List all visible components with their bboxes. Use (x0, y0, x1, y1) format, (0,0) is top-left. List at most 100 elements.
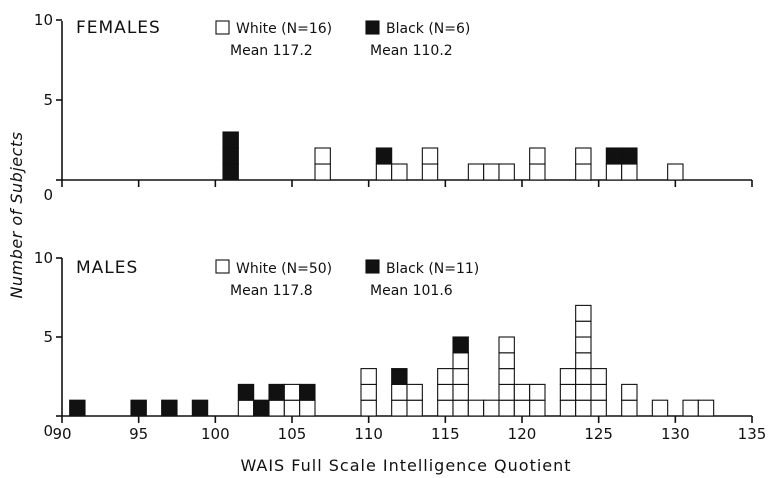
males-black-box (391, 368, 408, 385)
males-white-box (360, 368, 377, 385)
males-white-box (268, 399, 285, 417)
x-tick-label: 125 (584, 425, 613, 443)
males-black-box (452, 336, 469, 354)
females-legend: White (N=16) Mean 117.2 Black (N=6) Mean… (215, 20, 470, 59)
males-white-box (452, 368, 469, 385)
males-legend-black-label: Black (N=11) (386, 261, 479, 277)
males-white-box (283, 399, 301, 417)
females-white-box (529, 163, 546, 181)
panel-females: FEMALES White (N=16) Mean 117.2 Black (N… (34, 11, 753, 204)
males-white-box (575, 304, 592, 322)
males-y-tick-label: 5 (43, 328, 53, 346)
males-white-box (590, 383, 607, 401)
females-black-box (605, 147, 623, 165)
males-white-box (529, 383, 546, 401)
males-white-box (513, 399, 531, 417)
males-white-box (590, 399, 607, 417)
males-white-box (682, 399, 699, 417)
males-black-box (253, 399, 270, 417)
males-y-tick-label: 0 (43, 422, 53, 440)
females-black-box (222, 163, 239, 181)
males-white-box (621, 399, 638, 417)
males-legend-black-mean: Mean 101.6 (370, 283, 453, 299)
x-tick-label: 130 (661, 425, 690, 443)
males-white-box (452, 399, 469, 417)
females-legend-black-swatch (365, 20, 380, 35)
males-legend: White (N=50) Mean 117.8 Black (N=11) Mea… (215, 259, 479, 299)
males-white-box (498, 352, 515, 370)
females-black-box (375, 147, 393, 165)
males-legend-black-swatch (365, 259, 380, 274)
females-black-box (222, 131, 239, 149)
females-white-box (621, 163, 638, 181)
y-axis-label: Number of Subjects (7, 131, 26, 298)
males-white-box (498, 383, 515, 401)
males-black-box (268, 383, 285, 401)
females-legend-white-label: White (N=16) (236, 21, 332, 37)
x-tick-label: 110 (354, 425, 383, 443)
x-tick-label: 95 (129, 425, 148, 443)
males-white-box (452, 383, 469, 401)
males-white-box (575, 368, 592, 385)
males-white-box (237, 399, 255, 417)
females-panel-title: FEMALES (76, 18, 161, 38)
males-y-tick-label: 10 (34, 249, 53, 267)
females-histogram (222, 131, 684, 181)
males-white-box (697, 399, 715, 417)
x-tick-label: 120 (508, 425, 537, 443)
x-axis-label: WAIS Full Scale Intelligence Quotient (240, 456, 571, 475)
males-white-box (529, 399, 546, 417)
females-white-box (575, 163, 592, 181)
females-axis-ticks: 0 5 10 (34, 11, 753, 204)
males-histogram (69, 304, 715, 417)
females-y-tick-label: 5 (43, 91, 53, 109)
x-tick-label: 115 (431, 425, 460, 443)
males-axis-ticks: 0 5 10 90 95 100 105 110 115 120 125 130 135 (34, 249, 766, 443)
females-y-tick-label: 0 (43, 186, 53, 204)
males-white-box (283, 383, 301, 401)
males-white-box (391, 383, 408, 401)
females-white-box (421, 163, 439, 181)
males-legend-white-mean: Mean 117.8 (230, 283, 313, 299)
males-white-box (360, 383, 377, 401)
males-white-box (299, 399, 316, 417)
females-white-box (575, 147, 592, 165)
males-white-box (452, 352, 469, 370)
females-white-box (314, 147, 331, 165)
males-black-box (130, 399, 147, 417)
males-white-box (467, 399, 485, 417)
males-white-box (590, 368, 607, 385)
males-panel-title: MALES (76, 258, 138, 278)
males-white-box (483, 399, 500, 417)
males-white-box (559, 368, 577, 385)
males-white-box (437, 399, 454, 417)
males-white-box (437, 368, 454, 385)
females-white-box (667, 163, 684, 181)
males-white-box (575, 399, 592, 417)
females-white-box (314, 163, 331, 181)
males-black-box (237, 383, 255, 401)
males-white-box (498, 336, 515, 354)
males-white-box (498, 399, 515, 417)
panel-males: MALES White (N=50) Mean 117.8 Black (N=1… (34, 249, 766, 443)
x-tick-label: 100 (201, 425, 230, 443)
males-black-box (299, 383, 316, 401)
females-black-box (222, 147, 239, 165)
males-white-box (575, 336, 592, 354)
females-white-box (375, 163, 393, 181)
males-black-box (69, 399, 86, 417)
females-white-box (421, 147, 439, 165)
males-white-box (575, 352, 592, 370)
females-legend-white-swatch (215, 20, 230, 35)
females-y-tick-label: 10 (34, 11, 53, 29)
males-legend-white-label: White (N=50) (236, 261, 332, 277)
males-white-box (406, 383, 423, 401)
females-white-box (391, 163, 408, 181)
males-white-box (621, 383, 638, 401)
females-legend-black-mean: Mean 110.2 (370, 43, 453, 59)
males-white-box (406, 399, 423, 417)
females-white-box (529, 147, 546, 165)
males-black-box (161, 399, 178, 417)
males-white-box (559, 383, 577, 401)
